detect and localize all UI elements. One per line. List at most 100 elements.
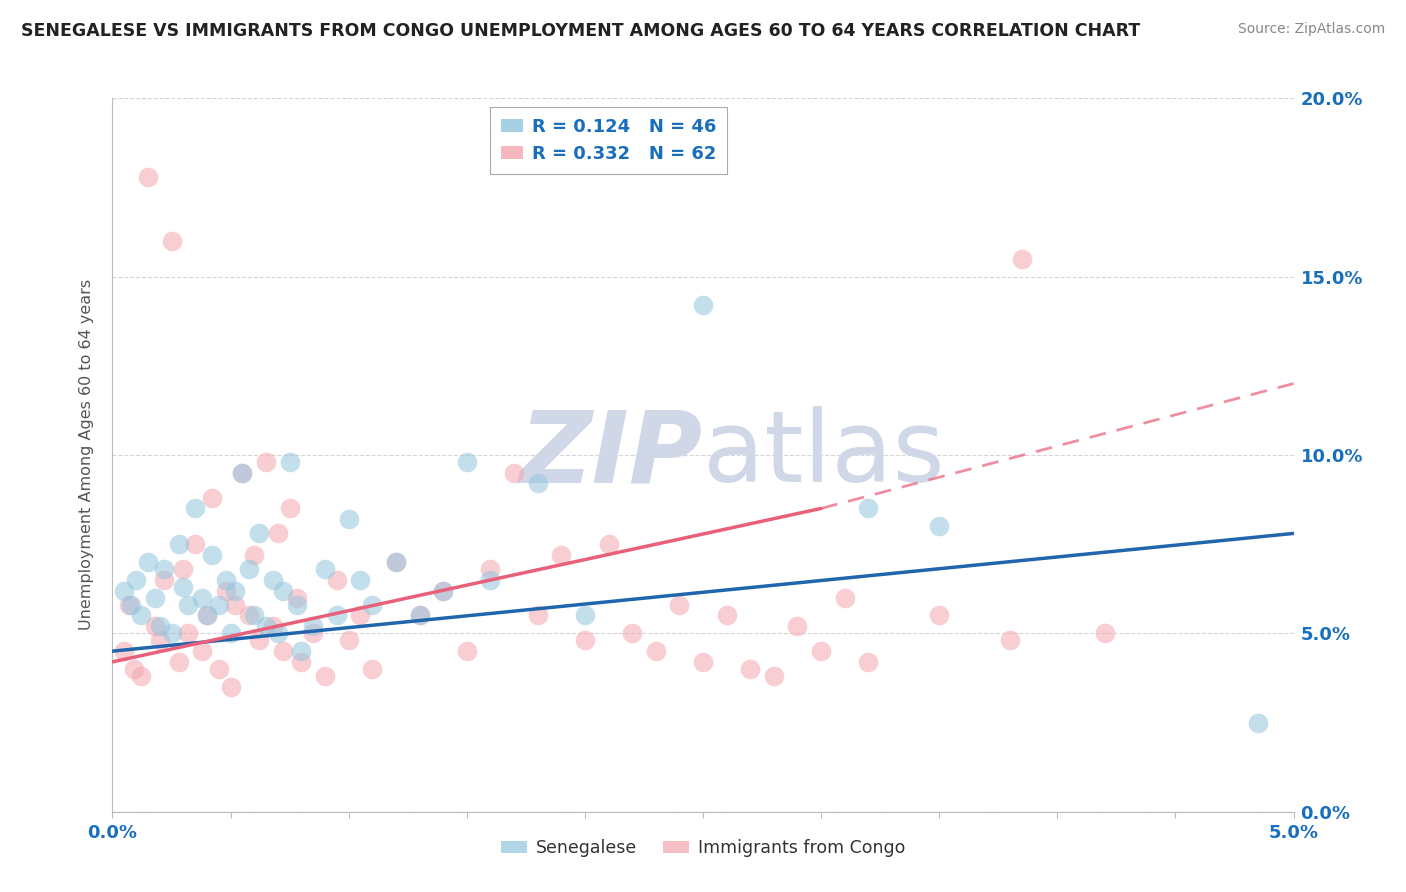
Point (231, 466, 253, 480)
Point (238, 608, 260, 623)
Point (247, 526, 270, 541)
Point (598, 537, 620, 551)
Point (1247, 715, 1270, 730)
Point (224, 583, 246, 598)
Point (184, 501, 207, 516)
Point (177, 626, 200, 640)
Point (172, 580, 194, 594)
Point (1094, 626, 1116, 640)
Point (834, 591, 856, 605)
Point (201, 491, 224, 505)
Point (479, 562, 502, 576)
Point (314, 669, 336, 683)
Point (432, 583, 454, 598)
Point (118, 598, 141, 612)
Point (136, 169, 159, 184)
Text: SENEGALESE VS IMMIGRANTS FROM CONGO UNEMPLOYMENT AMONG AGES 60 TO 64 YEARS CORRE: SENEGALESE VS IMMIGRANTS FROM CONGO UNEM… (21, 22, 1140, 40)
Point (215, 583, 238, 598)
Text: atlas: atlas (703, 407, 945, 503)
Point (692, 298, 714, 312)
Point (928, 608, 950, 623)
Point (224, 598, 246, 612)
Point (254, 455, 277, 469)
Point (337, 512, 360, 526)
Point (160, 626, 183, 640)
Point (786, 619, 808, 633)
Point (112, 644, 135, 658)
Point (385, 555, 408, 569)
Point (208, 598, 231, 612)
Text: Source: ZipAtlas.com: Source: ZipAtlas.com (1237, 22, 1385, 37)
Point (208, 662, 231, 676)
Point (692, 655, 714, 669)
Point (432, 583, 454, 598)
Point (271, 583, 294, 598)
Point (271, 644, 294, 658)
Point (243, 608, 266, 623)
Point (195, 608, 218, 623)
Point (644, 644, 666, 658)
Point (574, 633, 596, 648)
Point (167, 655, 190, 669)
Point (153, 562, 176, 576)
Point (526, 476, 548, 491)
Point (503, 466, 526, 480)
Point (267, 526, 290, 541)
Point (285, 591, 308, 605)
Text: ZIP: ZIP (520, 407, 703, 503)
Point (129, 608, 152, 623)
Point (262, 619, 284, 633)
Point (247, 633, 270, 648)
Point (243, 548, 266, 562)
Point (361, 662, 384, 676)
Point (716, 608, 738, 623)
Point (238, 562, 260, 576)
Point (122, 662, 145, 676)
Point (574, 608, 596, 623)
Y-axis label: Unemployment Among Ages 60 to 64 years: Unemployment Among Ages 60 to 64 years (79, 279, 94, 631)
Point (810, 644, 832, 658)
Point (290, 655, 312, 669)
Point (337, 633, 360, 648)
Point (177, 598, 200, 612)
Point (349, 573, 371, 587)
Point (231, 466, 253, 480)
Point (172, 562, 194, 576)
Point (349, 608, 371, 623)
Point (149, 619, 172, 633)
Point (219, 626, 242, 640)
Point (326, 608, 349, 623)
Legend: Senegalese, Immigrants from Congo: Senegalese, Immigrants from Congo (494, 832, 912, 863)
Point (479, 573, 502, 587)
Point (526, 608, 548, 623)
Point (112, 583, 135, 598)
Point (456, 455, 478, 469)
Point (858, 655, 880, 669)
Point (262, 573, 284, 587)
Point (129, 669, 152, 683)
Point (160, 234, 183, 248)
Point (201, 548, 224, 562)
Point (408, 608, 430, 623)
Point (143, 619, 166, 633)
Point (314, 562, 336, 576)
Point (762, 669, 785, 683)
Point (408, 608, 430, 623)
Point (302, 626, 325, 640)
Point (184, 537, 207, 551)
Point (267, 626, 290, 640)
Point (125, 573, 148, 587)
Point (361, 598, 384, 612)
Point (928, 519, 950, 533)
Point (136, 555, 159, 569)
Point (326, 573, 349, 587)
Point (143, 591, 166, 605)
Point (290, 644, 312, 658)
Point (550, 548, 572, 562)
Point (149, 633, 172, 648)
Point (195, 608, 218, 623)
Point (302, 619, 325, 633)
Point (278, 501, 301, 516)
Point (191, 644, 214, 658)
Point (153, 573, 176, 587)
